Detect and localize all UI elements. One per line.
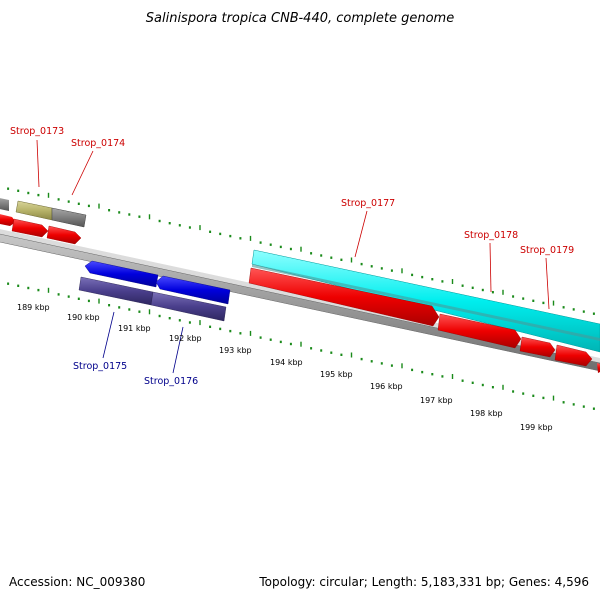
kbp-label-190: 190 kbp: [67, 313, 100, 322]
kbp-label-198: 198 kbp: [470, 409, 503, 418]
leader-strop-0179: [545, 257, 550, 310]
kbp-label-196: 196 kbp: [370, 382, 403, 391]
gene-red-end[interactable]: [554, 344, 593, 367]
kbp-label-189: 189 kbp: [17, 303, 50, 312]
genome-backbone: [0, 233, 600, 372]
leader-strop-0174: [71, 150, 94, 196]
kbp-label-194: 194 kbp: [270, 358, 303, 367]
lower-tick-row: [7, 282, 595, 410]
kbp-label-191: 191 kbp: [118, 324, 151, 333]
label-strop-0174: Strop_0174: [71, 138, 125, 149]
gene-strop-0173[interactable]: [15, 200, 53, 221]
leader-strop-0177: [354, 210, 368, 258]
leader-strop-0178: [489, 242, 492, 293]
accession-text: Accession: NC_009380: [9, 575, 145, 589]
label-strop-0179: Strop_0179: [520, 245, 574, 256]
upper-tick-row: [7, 187, 595, 315]
gene-blue-b[interactable]: [155, 275, 231, 305]
leader-strop-0176: [172, 326, 184, 374]
kbp-label-192: 192 kbp: [169, 334, 202, 343]
cyan-gene-shadow: [252, 264, 600, 341]
gene-strop-0176[interactable]: [150, 291, 227, 322]
genome-summary-text: Topology: circular; Length: 5,183,331 bp…: [258, 575, 589, 589]
gene-blue-a[interactable]: [84, 260, 159, 288]
kbp-label-193: 193 kbp: [219, 346, 252, 355]
leader-strop-0175: [102, 311, 115, 359]
label-strop-0177: Strop_0177: [341, 198, 395, 209]
leader-strop-0173: [36, 139, 40, 188]
gene-strop-0179[interactable]: [519, 336, 556, 358]
gene-red-right-edge[interactable]: [597, 363, 600, 373]
gene-red-b[interactable]: [46, 225, 82, 245]
kbp-label-199: 199 kbp: [520, 423, 553, 432]
gene-red-left-edge[interactable]: [0, 213, 16, 226]
kbp-label-197: 197 kbp: [420, 396, 453, 405]
label-strop-0176: Strop_0176: [144, 376, 198, 387]
kbp-label-195: 195 kbp: [320, 370, 353, 379]
label-strop-0175: Strop_0175: [73, 361, 127, 372]
map-title: Salinispora tropica CNB-440, complete ge…: [146, 11, 454, 26]
gene-strop-0174[interactable]: [51, 207, 87, 228]
gene-strop-0178[interactable]: [437, 313, 522, 349]
label-strop-0173: Strop_0173: [10, 126, 64, 137]
gene-gray-left-edge[interactable]: [0, 197, 9, 211]
label-strop-0178: Strop_0178: [464, 230, 518, 241]
gene-red-long[interactable]: [248, 267, 440, 327]
gene-red-a[interactable]: [11, 218, 49, 238]
